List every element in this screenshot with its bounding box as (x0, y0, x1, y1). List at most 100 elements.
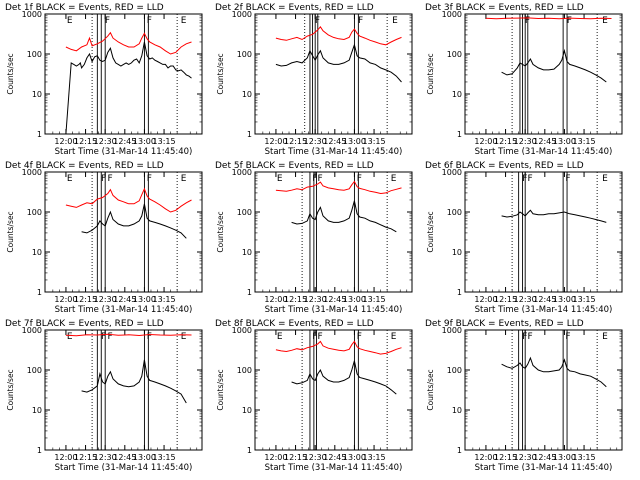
panel-title: Det 8f BLACK = Events, RED = LLD (215, 319, 374, 329)
interval-label: F (317, 174, 322, 184)
interval-label: E (391, 332, 397, 342)
y-tick-label: 1000 (232, 326, 252, 335)
series-line-events (81, 359, 187, 404)
x-tick-label: 12:15 (284, 295, 307, 304)
y-tick-label: 10 (242, 90, 252, 99)
y-tick-label: 100 (237, 366, 252, 375)
interval-label: E (391, 174, 397, 184)
plot-frame (254, 329, 413, 451)
y-tick-label: 1000 (232, 10, 252, 19)
y-tick-label: 100 (447, 50, 462, 59)
x-tick-label: 12:45 (113, 137, 136, 146)
y-tick-label: 10 (32, 406, 42, 415)
y-tick-label: 1 (457, 446, 462, 455)
interval-label: E (602, 174, 608, 184)
x-tick-label: 13:00 (133, 137, 156, 146)
panel-title: Det 9f BLACK = Events, RED = LLD (425, 319, 584, 329)
series-line-events (501, 356, 607, 388)
x-tick-label: 12:00 (54, 295, 77, 304)
interval-label: F (312, 174, 317, 184)
interval-label: E (602, 332, 608, 342)
panel-title: Det 6f BLACK = Events, RED = LLD (425, 161, 584, 171)
y-tick-label: 1 (247, 288, 252, 297)
y-tick-label: 100 (27, 208, 42, 217)
y-tick-label: 1 (247, 446, 252, 455)
panel-4: Det 4f BLACK = Events, RED = LLD 1 10 100 10… (5, 161, 203, 315)
x-tick-label: 12:15 (494, 137, 517, 146)
panel-8: Det 8f BLACK = Events, RED = LLD 1 10 100 10… (215, 319, 413, 473)
interval-label: F (358, 16, 363, 26)
x-tick-label: 12:30 (304, 137, 327, 146)
interval-label: F (107, 332, 112, 342)
y-tick-label: 10 (452, 90, 462, 99)
panel-9: Det 9f BLACK = Events, RED = LLD 1 10 100 10… (425, 319, 623, 473)
panel-2: Det 2f BLACK = Events, RED = LLD 1 10 100 10… (215, 3, 413, 157)
x-axis-label: Start Time (31-Mar-14 11:45:40) (265, 305, 403, 315)
interval-label: F (105, 16, 110, 26)
panel-title: Det 5f BLACK = Events, RED = LLD (215, 161, 374, 171)
x-tick-label: 12:30 (514, 295, 537, 304)
plot-frame (464, 329, 623, 451)
x-tick-label: 13:00 (343, 295, 366, 304)
x-axis-label: Start Time (31-Mar-14 11:45:40) (265, 463, 403, 473)
x-tick-label: 13:15 (363, 453, 386, 462)
y-tick-label: 1000 (232, 168, 252, 177)
x-tick-label: 12:00 (264, 453, 287, 462)
y-axis-label: Counts/sec (426, 53, 435, 94)
x-tick-label: 12:00 (264, 295, 287, 304)
interval-label: F (357, 332, 362, 342)
y-tick-label: 100 (237, 50, 252, 59)
interval-label: F (527, 174, 532, 184)
x-tick-label: 12:00 (264, 137, 287, 146)
x-tick-label: 13:15 (363, 295, 386, 304)
interval-label: F (147, 174, 152, 184)
y-tick-label: 1 (457, 130, 462, 139)
interval-label: F (312, 332, 317, 342)
plot-frame (44, 329, 203, 451)
interval-label: E (67, 174, 73, 184)
x-tick-label: 13:00 (343, 453, 366, 462)
y-tick-label: 1000 (442, 168, 462, 177)
x-tick-label: 13:00 (553, 453, 576, 462)
x-tick-label: 12:15 (284, 453, 307, 462)
x-tick-label: 13:15 (573, 295, 596, 304)
y-axis-label: Counts/sec (426, 369, 435, 410)
interval-label: F (101, 332, 106, 342)
interval-label: E (602, 16, 608, 26)
interval-label: F (565, 332, 570, 342)
y-tick-label: 10 (32, 248, 42, 257)
y-tick-label: 100 (27, 366, 42, 375)
y-axis-label: Counts/sec (216, 53, 225, 94)
y-tick-label: 10 (242, 406, 252, 415)
y-tick-label: 10 (32, 90, 42, 99)
interval-label: F (101, 174, 106, 184)
x-tick-label: 12:30 (94, 137, 117, 146)
y-axis-label: Counts/sec (216, 211, 225, 252)
series-line-lld (65, 187, 192, 213)
interval-label: F (147, 332, 152, 342)
x-axis-label: Start Time (31-Mar-14 11:45:40) (475, 147, 613, 157)
series-line-events (501, 209, 607, 223)
y-axis-label: Counts/sec (216, 369, 225, 410)
panel-title: Det 3f BLACK = Events, RED = LLD (425, 3, 584, 13)
x-tick-label: 13:00 (343, 137, 366, 146)
y-tick-label: 1 (247, 130, 252, 139)
series-line-lld (275, 180, 402, 195)
plot-frame (464, 171, 623, 293)
y-tick-label: 100 (447, 366, 462, 375)
y-axis-label: Counts/sec (426, 211, 435, 252)
series-line-events (81, 203, 187, 239)
interval-label: F (357, 174, 362, 184)
y-tick-label: 1 (457, 288, 462, 297)
panel-1: Det 1f BLACK = Events, RED = LLD 1 10 100 10… (5, 3, 203, 157)
y-tick-label: 1000 (22, 10, 42, 19)
panel-6: Det 6f BLACK = Events, RED = LLD 1 10 100 10… (425, 161, 623, 315)
x-tick-label: 12:30 (304, 453, 327, 462)
plot-frame (254, 13, 413, 135)
x-tick-label: 12:00 (474, 295, 497, 304)
x-tick-label: 12:45 (533, 453, 556, 462)
x-tick-label: 13:15 (153, 453, 176, 462)
series-line-lld (65, 31, 192, 55)
interval-label: E (67, 332, 73, 342)
